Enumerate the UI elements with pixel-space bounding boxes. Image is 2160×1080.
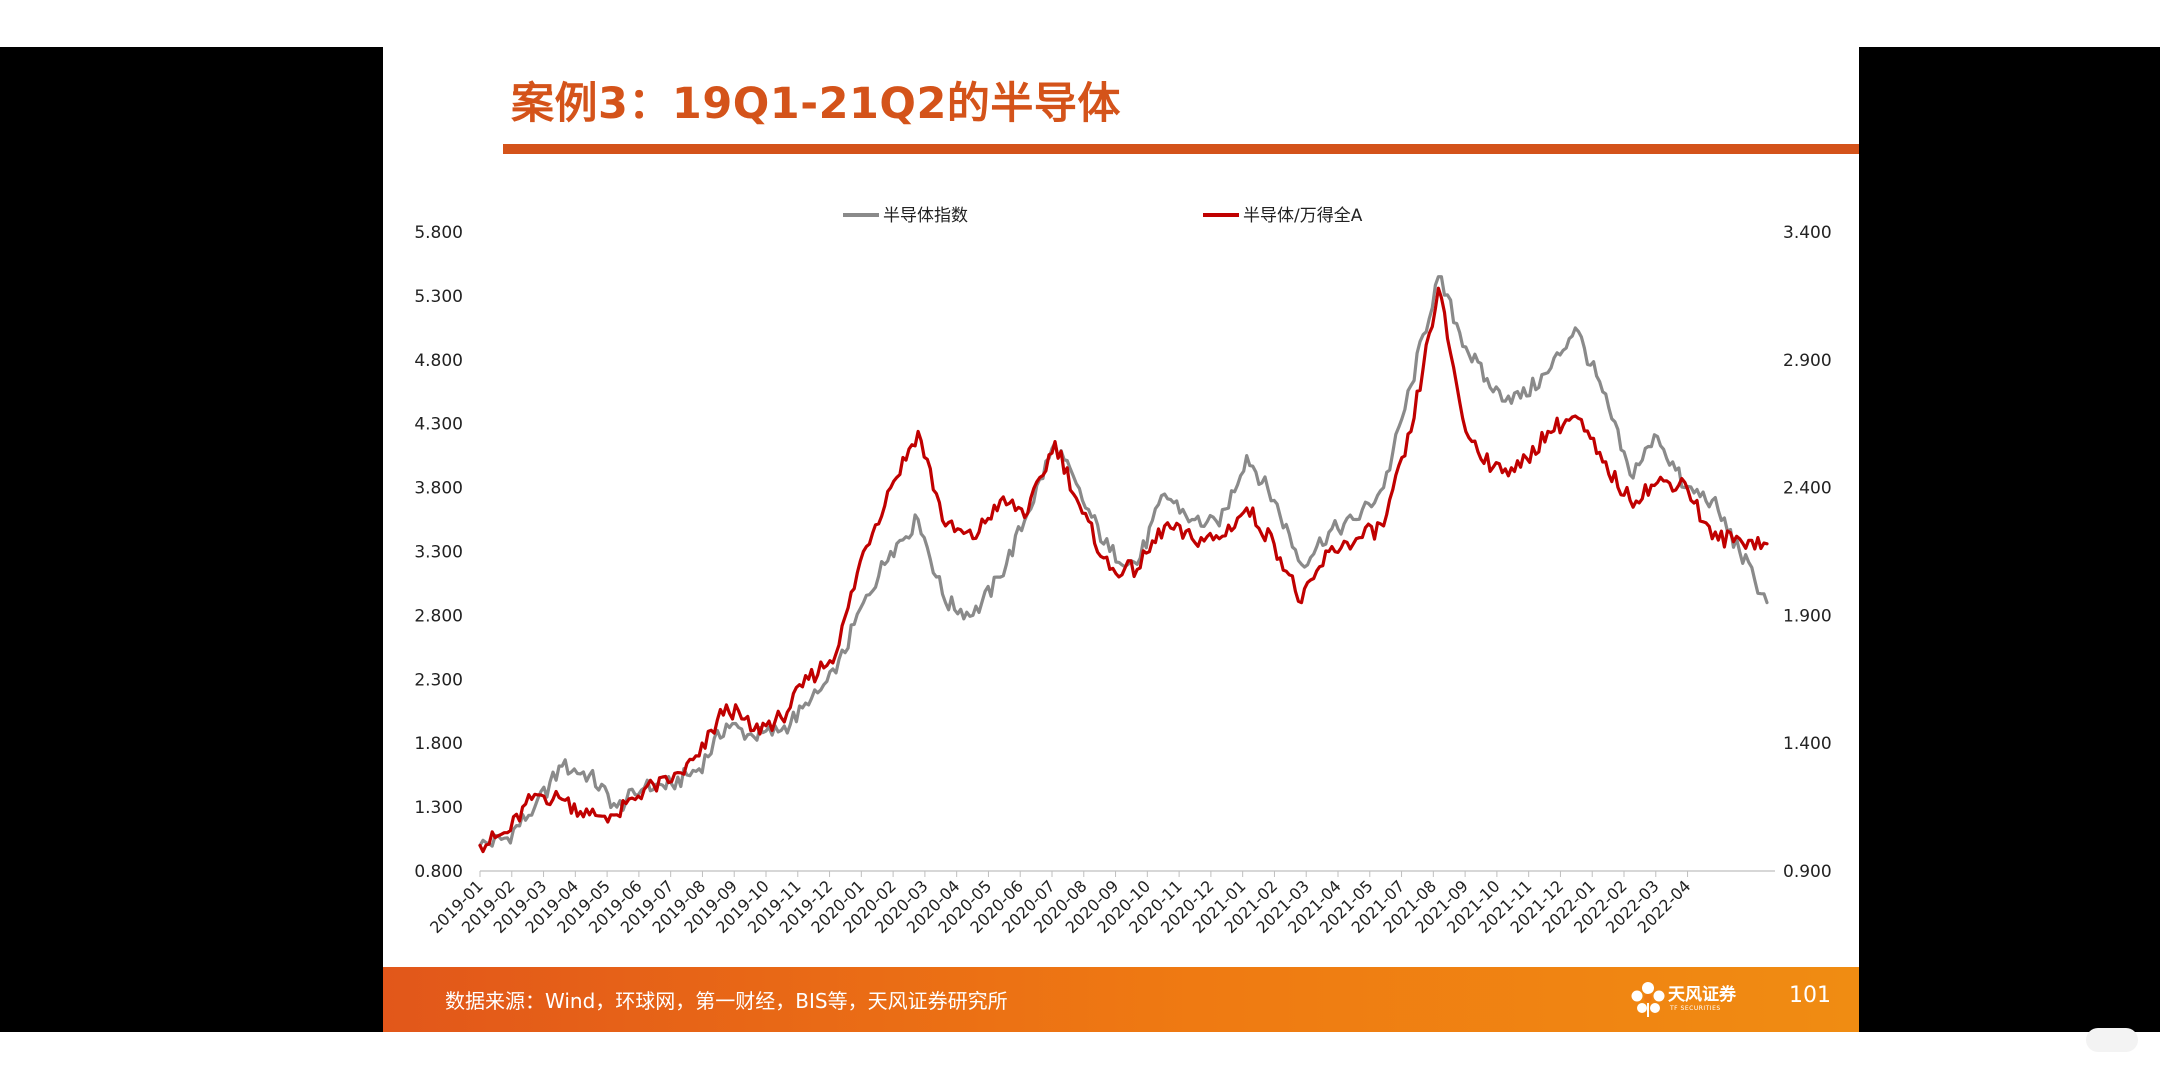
y-left-tick-label: 1.300 bbox=[414, 798, 463, 818]
y-left-tick-label: 4.300 bbox=[414, 415, 463, 435]
y-right-tick-label: 0.900 bbox=[1783, 862, 1832, 882]
y-right-tick-label: 3.400 bbox=[1783, 223, 1832, 243]
y-left-tick-label: 5.300 bbox=[414, 287, 463, 307]
y-left-tick-label: 0.800 bbox=[414, 862, 463, 882]
title-underline bbox=[503, 144, 1859, 154]
y-left-tick-label: 1.800 bbox=[414, 734, 463, 754]
scroll-indicator[interactable] bbox=[2086, 1028, 2138, 1052]
y-right-tick-label: 1.900 bbox=[1783, 606, 1832, 626]
logo-name: 天风证券 bbox=[1668, 985, 1736, 1005]
series-line-semiconductor-index bbox=[478, 275, 1769, 848]
slide-footer: 数据来源：Wind，环球网，第一财经，BIS等，天风证券研究所 天风证券 TF … bbox=[383, 967, 1859, 1032]
y-left-tick-label: 3.300 bbox=[414, 543, 463, 563]
y-left-tick-label: 3.800 bbox=[414, 479, 463, 499]
y-left-tick-label: 2.800 bbox=[414, 606, 463, 626]
data-source-note: 数据来源：Wind，环球网，第一财经，BIS等，天风证券研究所 bbox=[445, 989, 1008, 1013]
y-left-tick-label: 2.300 bbox=[414, 670, 463, 690]
y-right-tick-label: 2.900 bbox=[1783, 351, 1832, 371]
series-line-semiconductor-vs-wind-a bbox=[478, 286, 1769, 854]
y-left-tick-label: 5.800 bbox=[414, 223, 463, 243]
logo-subtitle: TF SECURITIES bbox=[1670, 1005, 1721, 1012]
company-logo: 天风证券 TF SECURITIES bbox=[1628, 975, 1748, 1023]
slide-title: 案例3：19Q1-21Q2的半导体 bbox=[511, 79, 1121, 129]
line-chart: 0.800 1.300 1.800 2.300 2.800 3.300 3.800 4.300… bbox=[414, 206, 1832, 937]
presentation-slide: 案例3：19Q1-21Q2的半导体 0.800 1.300 1.800 2.300 2.… bbox=[383, 47, 1859, 1032]
y-left-tick-label: 4.800 bbox=[414, 351, 463, 371]
legend-label: 半导体/万得全A bbox=[1243, 206, 1363, 226]
y-right-tick-label: 1.400 bbox=[1783, 734, 1832, 754]
y-right-tick-label: 2.400 bbox=[1783, 479, 1832, 499]
flower-logo-icon bbox=[1631, 982, 1665, 1017]
page-number: 101 bbox=[1789, 983, 1831, 1008]
legend-label: 半导体指数 bbox=[883, 206, 968, 226]
